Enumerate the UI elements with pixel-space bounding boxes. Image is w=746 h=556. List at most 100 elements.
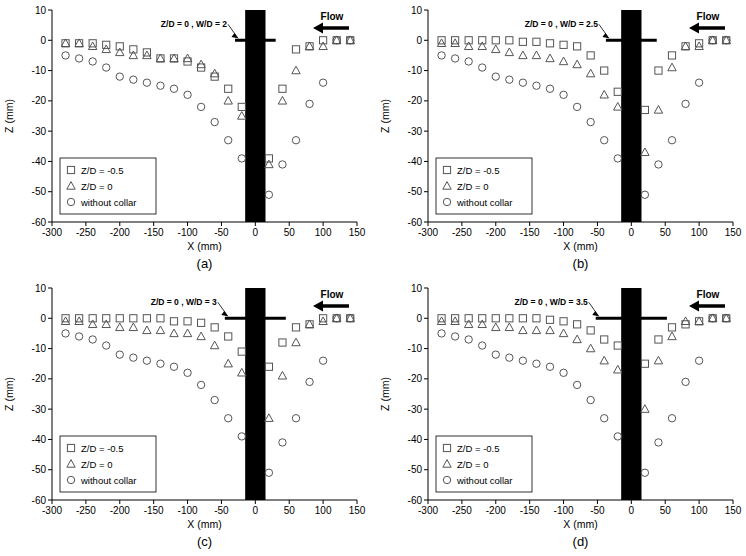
point <box>492 73 499 80</box>
point <box>88 42 96 50</box>
x-tick <box>85 500 86 504</box>
legend: Z/D = -0.5Z/D = 0without collar <box>436 158 532 214</box>
y-tick-label: -20 <box>32 95 47 106</box>
point <box>533 38 540 45</box>
point <box>546 54 554 62</box>
x-tick-label: -200 <box>110 505 130 516</box>
legend-label: Z/D = 0 <box>81 181 112 192</box>
y-tick-label: 10 <box>35 283 47 294</box>
point <box>464 42 472 50</box>
point <box>116 48 124 56</box>
y-tick <box>424 161 428 162</box>
x-tick <box>733 500 734 504</box>
y-tick-label: -50 <box>32 464 47 475</box>
point <box>451 39 459 47</box>
point <box>723 37 730 44</box>
point <box>225 333 232 340</box>
point <box>586 344 594 352</box>
point <box>225 85 232 92</box>
point <box>560 41 567 48</box>
point <box>573 60 581 68</box>
point <box>573 103 580 110</box>
y-tick <box>48 439 52 440</box>
point <box>655 336 662 343</box>
point <box>279 339 286 346</box>
series <box>438 315 730 477</box>
x-tick <box>153 222 154 226</box>
point <box>89 58 96 65</box>
point <box>238 112 246 120</box>
point <box>587 52 594 59</box>
point <box>197 103 204 110</box>
series <box>62 37 354 199</box>
point <box>197 60 205 68</box>
point <box>519 79 526 86</box>
point <box>668 324 675 331</box>
y-tick-label: 0 <box>40 313 46 324</box>
point <box>533 82 540 89</box>
legend-label: without collar <box>80 197 136 208</box>
x-tick-label: -150 <box>520 227 540 238</box>
panel: -60-50-40-30-20-10010-300-250-200-150-10… <box>379 283 742 550</box>
point <box>601 67 608 74</box>
point <box>62 40 69 47</box>
point <box>197 332 205 340</box>
point <box>492 351 499 358</box>
point <box>506 37 513 44</box>
point <box>586 69 594 77</box>
y-tick <box>48 70 52 71</box>
point <box>505 48 513 56</box>
y-tick-label: -40 <box>32 156 47 167</box>
point <box>478 42 486 50</box>
point <box>681 42 689 50</box>
y-axis-label: Z (mm) <box>3 377 15 411</box>
point <box>102 320 110 328</box>
legend-label: Z/D = -0.5 <box>81 165 124 176</box>
y-axis <box>428 288 429 500</box>
y-tick-label: 0 <box>416 313 422 324</box>
annotation: Z/D = 0 , W/D = 3 <box>151 297 217 307</box>
flow-arrow <box>697 26 725 30</box>
point <box>183 329 191 337</box>
point <box>319 317 327 325</box>
point <box>333 37 340 44</box>
x-tick <box>289 222 290 226</box>
x-tick-label: -100 <box>178 227 198 238</box>
x-tick-label: 50 <box>284 227 296 238</box>
point <box>116 315 123 322</box>
flow-arrow <box>697 304 725 308</box>
point <box>116 351 123 358</box>
point <box>668 137 675 144</box>
point <box>265 191 272 198</box>
point <box>333 315 340 322</box>
y-tick-label: -50 <box>32 186 47 197</box>
point <box>333 37 340 44</box>
y-tick-label: -20 <box>32 373 47 384</box>
x-tick <box>699 222 700 226</box>
point <box>438 52 445 59</box>
point <box>238 103 245 110</box>
panel: -60-50-40-30-20-10010-300-250-200-150-10… <box>3 5 366 272</box>
collar <box>235 39 276 42</box>
y-tick-label: -40 <box>408 156 423 167</box>
point <box>76 40 83 47</box>
legend-symbol <box>443 166 450 173</box>
point <box>143 357 150 364</box>
flow-label: Flow <box>321 11 344 22</box>
point <box>654 356 662 364</box>
point <box>533 315 540 322</box>
point <box>722 36 730 44</box>
point <box>143 326 151 334</box>
point <box>170 318 177 325</box>
plot-area <box>437 288 730 500</box>
point <box>197 381 204 388</box>
point <box>438 330 445 337</box>
x-tick <box>733 222 734 226</box>
point <box>709 315 716 322</box>
y-tick-label: -20 <box>408 373 423 384</box>
point <box>546 326 554 334</box>
point <box>319 79 326 86</box>
point <box>695 357 702 364</box>
x-tick <box>52 500 53 504</box>
point <box>614 342 621 349</box>
